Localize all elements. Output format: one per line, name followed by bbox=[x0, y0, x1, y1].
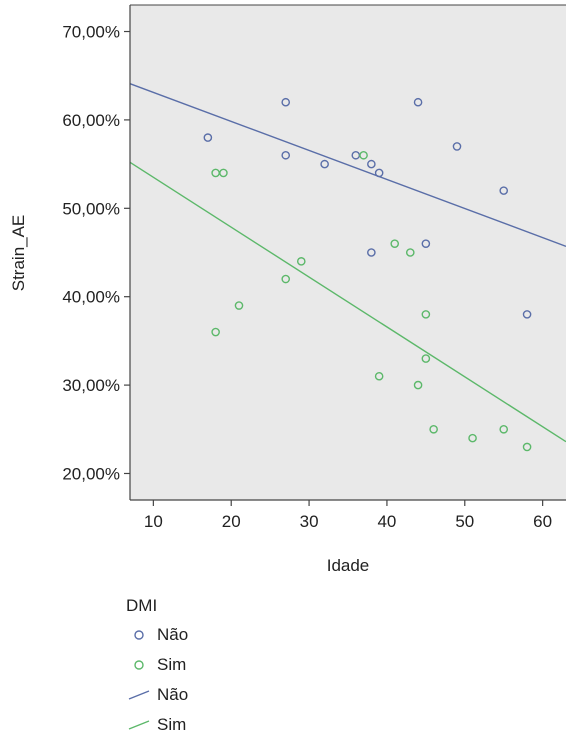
x-axis-title: Idade bbox=[327, 556, 370, 575]
legend-entry: Não bbox=[128, 685, 188, 704]
data-point bbox=[203, 133, 213, 142]
fit-lines bbox=[129, 83, 566, 443]
y-tick-label: 60,00% bbox=[62, 111, 120, 130]
x-tick-label: 10 bbox=[144, 512, 163, 531]
data-point bbox=[452, 142, 462, 151]
data-points bbox=[203, 97, 532, 452]
axes bbox=[129, 4, 566, 501]
legend-entry: Sim bbox=[134, 655, 186, 674]
y-tick-label: 20,00% bbox=[62, 464, 120, 483]
data-point bbox=[413, 97, 423, 107]
data-point bbox=[421, 354, 431, 363]
data-point bbox=[390, 239, 400, 248]
data-point bbox=[499, 424, 509, 434]
data-point bbox=[405, 248, 415, 257]
fit-line-sim bbox=[129, 161, 566, 443]
data-point bbox=[499, 186, 509, 195]
y-tick-label: 30,00% bbox=[62, 376, 120, 395]
y-axis-ticks: 20,00% 30,00% 40,00% 50,00% 60,00% 70,00% bbox=[62, 23, 130, 483]
data-point bbox=[374, 371, 384, 381]
data-point bbox=[374, 168, 384, 178]
y-tick-label: 70,00% bbox=[62, 23, 120, 42]
legend-marker bbox=[134, 660, 144, 670]
x-axis-ticks: 10 20 30 40 50 60 bbox=[144, 500, 552, 531]
legend-marker bbox=[134, 630, 144, 640]
data-point bbox=[359, 150, 368, 160]
data-point bbox=[421, 239, 431, 248]
data-point bbox=[367, 248, 376, 257]
legend-label: Não bbox=[157, 625, 188, 644]
x-tick-label: 20 bbox=[222, 512, 241, 531]
legend: DMI Não Sim Não Sim bbox=[126, 596, 188, 734]
x-tick-label: 40 bbox=[377, 512, 396, 531]
y-tick-label: 50,00% bbox=[62, 199, 120, 218]
data-point bbox=[281, 150, 291, 160]
legend-line bbox=[128, 690, 150, 700]
legend-label: Sim bbox=[157, 715, 186, 734]
data-point bbox=[234, 301, 244, 310]
legend-label: Sim bbox=[157, 655, 186, 674]
data-point bbox=[413, 380, 423, 390]
legend-entry: Sim bbox=[128, 715, 186, 734]
data-point bbox=[281, 97, 291, 107]
legend-title: DMI bbox=[126, 596, 157, 615]
x-tick-label: 30 bbox=[300, 512, 319, 531]
data-point bbox=[211, 327, 220, 337]
x-tick-label: 60 bbox=[533, 512, 552, 531]
data-point bbox=[367, 159, 376, 169]
data-point bbox=[522, 310, 532, 319]
y-axis-title: Strain_AE bbox=[9, 215, 28, 292]
data-point bbox=[421, 310, 431, 319]
data-point bbox=[219, 168, 228, 178]
legend-entry: Não bbox=[134, 625, 188, 644]
legend-label: Não bbox=[157, 685, 188, 704]
data-point bbox=[320, 159, 329, 169]
plot-area bbox=[130, 5, 566, 500]
y-tick-label: 40,00% bbox=[62, 288, 120, 307]
legend-line bbox=[128, 720, 150, 730]
data-point bbox=[522, 442, 532, 452]
data-point bbox=[296, 257, 306, 266]
data-point bbox=[281, 274, 291, 284]
x-tick-label: 50 bbox=[455, 512, 474, 531]
data-point bbox=[429, 424, 438, 434]
fit-line-não bbox=[129, 83, 566, 247]
data-point bbox=[468, 433, 477, 443]
